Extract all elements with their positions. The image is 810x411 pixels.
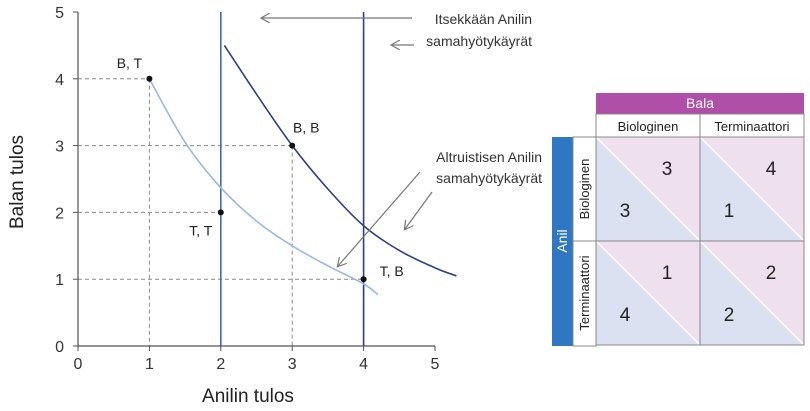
column-player-payoff: 4	[766, 159, 777, 180]
point-label: T, T	[189, 222, 213, 238]
selfish-annotation-line-2: samahyötykäyrät	[426, 33, 532, 49]
data-points: B, T B, B T, T T, B	[117, 55, 404, 283]
column-strategy-biologinen: Biologinen	[618, 119, 679, 134]
column-strategy-terminaattori: Terminaattori	[714, 119, 789, 134]
data-point	[360, 276, 367, 283]
payoff-cell-border	[699, 240, 805, 346]
altruist-arrow-1	[338, 171, 421, 266]
plot-area: 0 1 2 3 4 5 0 1 2 3 4 5 B, T B, B T, T T, B Anilin tu…	[7, 5, 542, 407]
altruist-arrow-2	[405, 191, 433, 229]
data-point	[217, 209, 224, 216]
row-strategy-biologinen: Biologinen	[577, 159, 592, 220]
column-player-payoff: 3	[662, 159, 673, 180]
y-tick-label: 3	[55, 139, 64, 156]
cell-diagonal	[699, 240, 805, 346]
column-player-payoff: 1	[662, 263, 673, 284]
row-player-name: Anil	[554, 229, 570, 252]
point-label: B, T	[117, 55, 143, 71]
x-tick-label: 1	[145, 356, 154, 373]
column-player-header	[596, 93, 804, 114]
point-label: B, B	[293, 120, 319, 136]
x-tick-label: 2	[216, 356, 225, 373]
column-player-payoff: 2	[766, 263, 777, 284]
row-player-payoff: 2	[724, 305, 735, 326]
cell-diagonal	[595, 240, 701, 346]
point-label: T, B	[380, 263, 404, 279]
altruist-annotation-line-2: samahyötykäyrät	[436, 170, 542, 186]
row-player-header	[552, 137, 573, 346]
altruist-indifference-curve	[223, 44, 457, 277]
column-player-name: Bala	[686, 95, 714, 111]
y-tick-label: 5	[55, 5, 64, 22]
x-tick-label: 0	[74, 356, 83, 373]
altruist-annotation-line-1: Altruistisen Anilin	[436, 149, 542, 165]
series-layer	[148, 12, 457, 346]
x-tick-label: 3	[288, 356, 297, 373]
y-tick-label: 2	[55, 205, 64, 222]
y-tick-label: 0	[55, 339, 64, 356]
row-player-payoff: 4	[620, 305, 631, 326]
y-tick-label: 4	[55, 72, 64, 89]
data-point	[146, 75, 153, 82]
row-player-payoff: 1	[724, 201, 735, 222]
x-axis-title: Anilin tulos	[202, 386, 294, 407]
payoff-table: Bala Biologinen Terminaattori Anil Biolo…	[552, 93, 805, 347]
y-tick-label: 1	[55, 272, 64, 289]
altruist-indifference-curve	[148, 78, 379, 296]
data-point	[289, 142, 296, 149]
x-tick-label: 4	[359, 356, 368, 373]
y-ticks: 0 1 2 3 4 5	[55, 5, 78, 356]
row-strategy-terminaattori: Terminaattori	[577, 255, 592, 330]
selfish-annotation-line-1: Itsekkään Anilin	[435, 11, 532, 27]
y-axis-title: Balan tulos	[7, 135, 28, 229]
cell-diagonal	[595, 136, 701, 242]
cell-diagonal	[699, 136, 805, 242]
payoff-cells: 3 3 1 4 4 1 2 2	[595, 136, 805, 346]
x-ticks: 0 1 2 3 4 5	[74, 346, 440, 373]
x-tick-label: 5	[431, 356, 440, 373]
row-player-payoff: 3	[620, 201, 631, 222]
